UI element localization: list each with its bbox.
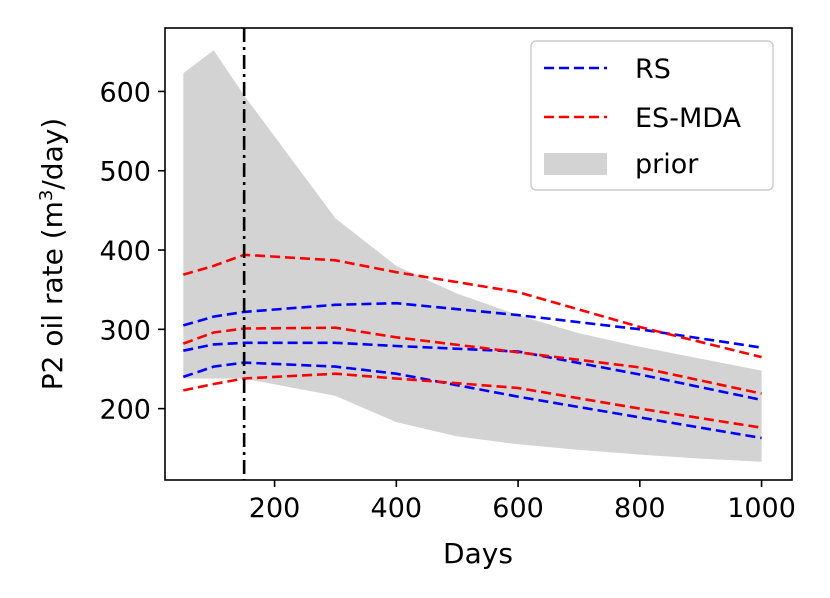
plot-frame — [164, 27, 793, 481]
y-axis: 200 300 400 500 600 — [99, 77, 165, 426]
y-tick-label: 600 — [99, 77, 151, 108]
legend-label-rs: RS — [635, 54, 671, 85]
legend-label-es-mda: ES-MDA — [635, 103, 742, 134]
series-line-es-mda-2 — [182, 326, 762, 395]
x-tick-label: 800 — [614, 493, 666, 524]
y-axis-label: P2 oil rate (m3/day) — [36, 118, 70, 390]
series-line-es-mda-1 — [182, 253, 762, 359]
legend-label-prior: prior — [635, 149, 699, 180]
series-line-es-mda-3 — [183, 372, 762, 429]
y-axis-label-suffix: /day) — [36, 118, 69, 190]
y-tick-label: 300 — [99, 315, 151, 346]
y-tick-label: 400 — [99, 236, 151, 267]
legend-patch-prior — [544, 153, 607, 175]
series-line-rs-1 — [182, 301, 762, 349]
x-axis-label: Days — [443, 537, 513, 570]
legend-box — [530, 40, 774, 191]
x-tick-label: 1000 — [727, 493, 796, 524]
series-layer — [182, 253, 762, 440]
y-tick-label: 500 — [99, 157, 151, 188]
x-tick-label: 200 — [249, 493, 301, 524]
prior-band-layer — [183, 50, 762, 462]
y-axis-label-prefix: P2 oil rate (m — [36, 201, 69, 390]
y-tick-label: 200 — [99, 395, 151, 426]
x-axis: 200 400 600 800 1000 — [249, 480, 796, 524]
series-line-rs-3 — [182, 361, 762, 440]
x-tick-label: 600 — [492, 493, 544, 524]
legend: RS ES-MDA prior — [530, 40, 774, 191]
y-axis-label-superscript: 3 — [36, 190, 57, 201]
series-line-rs-2 — [183, 341, 762, 402]
prior-band — [183, 50, 762, 462]
x-tick-label: 400 — [371, 493, 423, 524]
